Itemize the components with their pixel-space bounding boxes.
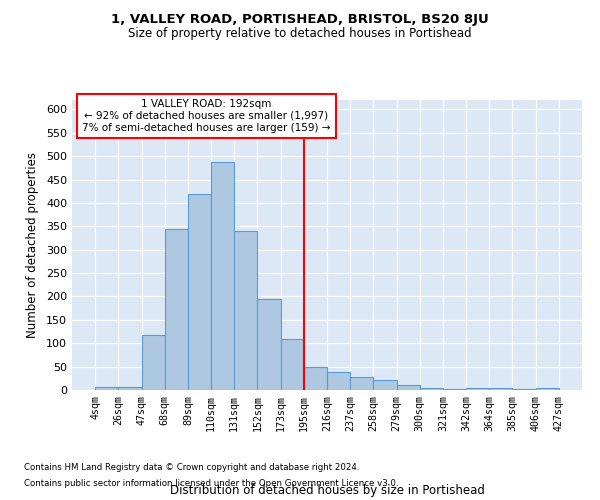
Bar xyxy=(281,338,304,390)
Text: 1, VALLEY ROAD, PORTISHEAD, BRISTOL, BS20 8JU: 1, VALLEY ROAD, PORTISHEAD, BRISTOL, BS2… xyxy=(111,12,489,26)
X-axis label: Distribution of detached houses by size in Portishead: Distribution of detached houses by size … xyxy=(170,484,484,496)
Bar xyxy=(397,386,420,390)
Bar xyxy=(443,389,466,390)
Text: Size of property relative to detached houses in Portishead: Size of property relative to detached ho… xyxy=(128,28,472,40)
Bar xyxy=(327,372,350,390)
Bar xyxy=(188,194,211,390)
Bar xyxy=(304,366,327,390)
Bar xyxy=(536,388,559,390)
Bar xyxy=(420,388,443,390)
Bar xyxy=(373,380,397,390)
Bar xyxy=(95,387,118,390)
Bar xyxy=(142,335,165,390)
Text: 1 VALLEY ROAD: 192sqm
← 92% of detached houses are smaller (1,997)
7% of semi-de: 1 VALLEY ROAD: 192sqm ← 92% of detached … xyxy=(82,100,331,132)
Y-axis label: Number of detached properties: Number of detached properties xyxy=(26,152,39,338)
Bar xyxy=(118,387,142,390)
Bar xyxy=(489,388,512,390)
Bar xyxy=(257,299,281,390)
Bar xyxy=(512,389,536,390)
Bar xyxy=(466,388,489,390)
Bar xyxy=(234,231,257,390)
Bar xyxy=(211,162,234,390)
Bar xyxy=(350,377,373,390)
Bar xyxy=(165,228,188,390)
Text: Contains HM Land Registry data © Crown copyright and database right 2024.: Contains HM Land Registry data © Crown c… xyxy=(24,464,359,472)
Text: Contains public sector information licensed under the Open Government Licence v3: Contains public sector information licen… xyxy=(24,478,398,488)
